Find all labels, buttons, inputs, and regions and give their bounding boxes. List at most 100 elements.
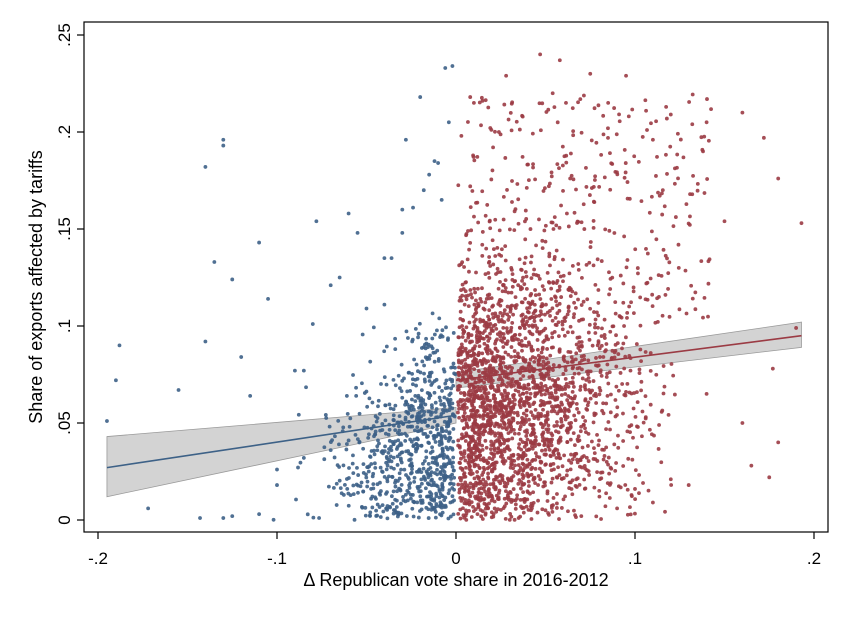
data-point [477,481,482,486]
data-point [475,325,480,330]
data-point [561,257,565,262]
data-point [643,98,648,103]
data-point [675,131,680,136]
data-point [480,189,485,194]
data-point [410,493,415,497]
data-point [601,411,606,416]
data-point [501,195,506,199]
data-point [412,480,417,484]
data-point [334,481,339,486]
data-point [360,332,365,337]
data-point [468,184,473,189]
data-point [586,358,591,363]
data-point [409,470,414,475]
data-point [348,416,353,421]
data-point [520,279,524,283]
data-point [447,419,452,424]
data-point [492,499,497,504]
data-point [412,428,417,433]
data-point [481,477,486,482]
data-point [532,302,537,307]
data-point [395,445,400,449]
data-point [672,181,677,186]
data-point [606,135,610,140]
data-point [475,330,479,334]
data-point [555,288,560,293]
data-point [576,410,581,415]
data-point [464,421,469,426]
data-point [553,294,557,299]
data-point [593,331,598,335]
data-point [422,409,427,414]
data-point [382,449,387,454]
data-point [443,464,448,469]
data-point [527,417,531,422]
data-point [451,383,456,388]
data-point [508,512,513,516]
data-point [327,424,332,429]
data-point [722,219,727,224]
data-point [740,110,745,115]
data-point [530,325,535,329]
data-point [448,500,453,505]
data-point [544,420,549,425]
data-point [523,255,528,260]
data-point [393,480,397,485]
data-point [501,345,506,349]
data-point [380,428,385,432]
data-point [420,500,425,505]
data-point [419,403,424,408]
data-point [404,399,408,404]
data-point [311,515,316,520]
data-point [513,397,517,402]
data-point [693,307,698,312]
data-point [559,476,564,481]
data-point [504,427,509,432]
data-point [378,515,383,519]
data-point [482,501,487,506]
data-point [345,477,349,481]
data-point [699,259,704,264]
data-point [510,377,515,382]
data-point [432,433,437,438]
data-point [356,473,361,477]
data-point [516,481,521,486]
data-point [770,366,775,371]
data-point [430,311,435,316]
data-point [430,460,435,465]
data-point [505,366,510,371]
data-point [541,407,545,412]
data-point [447,408,452,412]
data-point [562,333,567,338]
data-point [390,475,395,479]
data-point [569,151,573,156]
data-point [587,322,592,327]
data-point [405,489,410,493]
data-point [549,170,554,175]
data-point [542,414,547,418]
data-point [569,487,574,491]
data-point [371,486,376,491]
data-point [591,420,596,425]
data-point [500,453,505,458]
data-point [379,382,383,386]
data-point [476,476,481,481]
data-point [533,451,538,456]
data-point [384,344,389,349]
data-point [476,220,481,225]
data-point [450,464,455,469]
data-point [535,338,540,342]
data-point [564,473,569,478]
data-point [475,154,480,159]
data-point [574,187,578,192]
data-point [477,344,482,349]
data-point [607,270,611,275]
data-point [535,326,539,331]
data-point [638,295,643,300]
data-point [457,445,462,450]
data-point [538,309,543,314]
data-point [565,360,570,365]
data-point [625,487,630,492]
data-point [613,468,618,473]
data-point [562,453,567,458]
